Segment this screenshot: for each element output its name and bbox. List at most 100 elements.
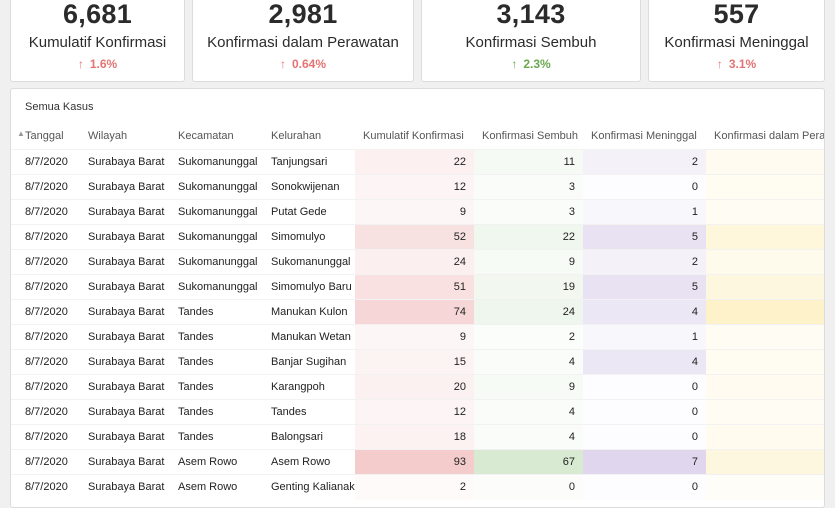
column-header-wilayah[interactable]: Wilayah: [88, 130, 128, 142]
cell-wilayah: Surabaya Barat: [88, 281, 165, 293]
table-row[interactable]: 8/7/2020 Surabaya Barat Sukomanunggal Sukom…: [11, 249, 824, 275]
cell-perawatan: [706, 325, 824, 350]
cell-sembuh: 0: [474, 475, 583, 500]
cell-perawatan: [706, 475, 824, 500]
cell-kumulatif: 2: [355, 475, 474, 500]
cell-perawatan: [706, 400, 824, 425]
cell-kecamatan: Sukomanunggal: [178, 206, 258, 218]
cell-meninggal: 0: [583, 425, 706, 450]
cell-wilayah: Surabaya Barat: [88, 206, 165, 218]
cell-kelurahan: Simomulyo: [271, 231, 326, 243]
cell-kelurahan: Tanjungsari: [271, 156, 328, 168]
panel-title: Semua Kasus: [25, 101, 94, 113]
card-delta-value: 3.1%: [728, 57, 757, 71]
card-label: Konfirmasi dalam Perawatan: [207, 34, 399, 51]
table-row[interactable]: 8/7/2020 Surabaya Barat Tandes Manukan Weta…: [11, 324, 824, 350]
cell-kumulatif: 9: [355, 325, 474, 350]
table-row[interactable]: 8/7/2020 Surabaya Barat Tandes Balongsari 18…: [11, 424, 824, 450]
cell-kelurahan: Simomulyo Baru: [271, 281, 352, 293]
cell-kelurahan: Tandes: [271, 406, 307, 418]
cell-kecamatan: Tandes: [178, 356, 214, 368]
cell-kumulatif: 18: [355, 425, 474, 450]
cell-kecamatan: Tandes: [178, 381, 214, 393]
cell-meninggal: 4: [583, 300, 706, 325]
card-value: 3,143: [496, 0, 566, 29]
table-row[interactable]: 8/7/2020 Surabaya Barat Tandes Manukan Kulo…: [11, 299, 824, 325]
cell-meninggal: 1: [583, 325, 706, 350]
card-konfirmasi-sembuh: 3,143 Konfirmasi Sembuh ↑ 2.3%: [421, 0, 641, 82]
table-row[interactable]: 8/7/2020 Surabaya Barat Tandes Banjar Sugih…: [11, 349, 824, 375]
cell-kecamatan: Asem Rowo: [178, 456, 238, 468]
cell-tanggal: 8/7/2020: [25, 481, 68, 493]
cell-kumulatif: 93: [355, 450, 474, 475]
cell-tanggal: 8/7/2020: [25, 456, 68, 468]
cell-wilayah: Surabaya Barat: [88, 181, 165, 193]
table-row[interactable]: 8/7/2020 Surabaya Barat Tandes Tandes 12 4 0: [11, 399, 824, 425]
cell-perawatan: [706, 175, 824, 200]
cell-kelurahan: Karangpoh: [271, 381, 325, 393]
arrow-up-icon: ↑: [279, 57, 286, 71]
cell-meninggal: 0: [583, 175, 706, 200]
card-konfirmasi-dalam-perawatan: 2,981 Konfirmasi dalam Perawatan ↑ 0.64%: [192, 0, 414, 82]
column-header-meninggal[interactable]: Konfirmasi Meninggal: [591, 130, 697, 142]
cell-meninggal: 2: [583, 250, 706, 275]
cell-perawatan: [706, 300, 824, 325]
column-header-kecamatan[interactable]: Kecamatan: [178, 130, 234, 142]
cell-wilayah: Surabaya Barat: [88, 481, 165, 493]
card-delta-value: 2.3%: [523, 57, 551, 71]
cell-kecamatan: Tandes: [178, 431, 214, 443]
cell-wilayah: Surabaya Barat: [88, 356, 165, 368]
cell-kecamatan: Sukomanunggal: [178, 231, 258, 243]
cell-kumulatif: 51: [355, 275, 474, 300]
card-label: Kumulatif Konfirmasi: [28, 34, 167, 51]
cell-kelurahan: Balongsari: [271, 431, 323, 443]
cell-meninggal: 0: [583, 400, 706, 425]
cell-sembuh: 22: [474, 225, 583, 250]
column-header-kelurahan[interactable]: Kelurahan: [271, 130, 322, 142]
cell-wilayah: Surabaya Barat: [88, 331, 165, 343]
cell-kelurahan: Putat Gede: [271, 206, 327, 218]
table-row[interactable]: 8/7/2020 Surabaya Barat Tandes Karangpoh 20 9…: [11, 374, 824, 400]
table-row[interactable]: 8/7/2020 Surabaya Barat Sukomanunggal Sonok…: [11, 174, 824, 200]
cell-tanggal: 8/7/2020: [25, 381, 68, 393]
table-row[interactable]: 8/7/2020 Surabaya Barat Asem Rowo Asem Rowo…: [11, 449, 824, 475]
column-header-perawatan[interactable]: Konfirmasi dalam Perawatan: [714, 130, 825, 142]
cell-kecamatan: Sukomanunggal: [178, 256, 258, 268]
table-header: ▲ Tanggal Wilayah Kecamatan Kelurahan Kumulat…: [11, 125, 825, 149]
cell-perawatan: [706, 275, 824, 300]
table-row[interactable]: 8/7/2020 Surabaya Barat Sukomanunggal Simom…: [11, 274, 824, 300]
cell-wilayah: Surabaya Barat: [88, 231, 165, 243]
column-header-sembuh[interactable]: Konfirmasi Sembuh: [482, 130, 578, 142]
cell-wilayah: Surabaya Barat: [88, 306, 165, 318]
cell-kecamatan: Sukomanunggal: [178, 156, 258, 168]
card-delta: ↑ 2.3%: [422, 57, 640, 71]
summary-cards: 6,681 Kumulatif Konfirmasi ↑ 1.6% 2,981 K…: [0, 0, 835, 82]
column-header-tanggal[interactable]: Tanggal: [25, 130, 64, 142]
cell-meninggal: 4: [583, 350, 706, 375]
card-delta-value: 1.6%: [89, 57, 118, 71]
cell-meninggal: 1: [583, 200, 706, 225]
cell-kecamatan: Sukomanunggal: [178, 281, 258, 293]
cell-sembuh: 67: [474, 450, 583, 475]
table-row[interactable]: 8/7/2020 Surabaya Barat Sukomanunggal Simom…: [11, 224, 824, 250]
cell-sembuh: 2: [474, 325, 583, 350]
cell-wilayah: Surabaya Barat: [88, 156, 165, 168]
sort-icon[interactable]: ▲: [17, 129, 25, 138]
cell-kelurahan: Genting Kalianak: [271, 481, 355, 493]
cell-kecamatan: Tandes: [178, 306, 214, 318]
cell-wilayah: Surabaya Barat: [88, 256, 165, 268]
table-row[interactable]: 8/7/2020 Surabaya Barat Sukomanunggal Putat…: [11, 199, 824, 225]
cell-perawatan: [706, 150, 824, 175]
cell-sembuh: 4: [474, 425, 583, 450]
cell-perawatan: [706, 250, 824, 275]
table-row[interactable]: 8/7/2020 Surabaya Barat Asem Rowo Genting K…: [11, 474, 824, 500]
cell-perawatan: [706, 225, 824, 250]
cell-wilayah: Surabaya Barat: [88, 431, 165, 443]
cell-kelurahan: Manukan Kulon: [271, 306, 348, 318]
cell-kelurahan: Manukan Wetan: [271, 331, 351, 343]
cell-sembuh: 9: [474, 250, 583, 275]
table-row[interactable]: 8/7/2020 Surabaya Barat Sukomanunggal Tanju…: [11, 149, 824, 175]
cell-tanggal: 8/7/2020: [25, 256, 68, 268]
card-delta: ↑ 1.6%: [11, 57, 184, 71]
column-header-kumulatif[interactable]: Kumulatif Konfirmasi: [363, 130, 464, 142]
